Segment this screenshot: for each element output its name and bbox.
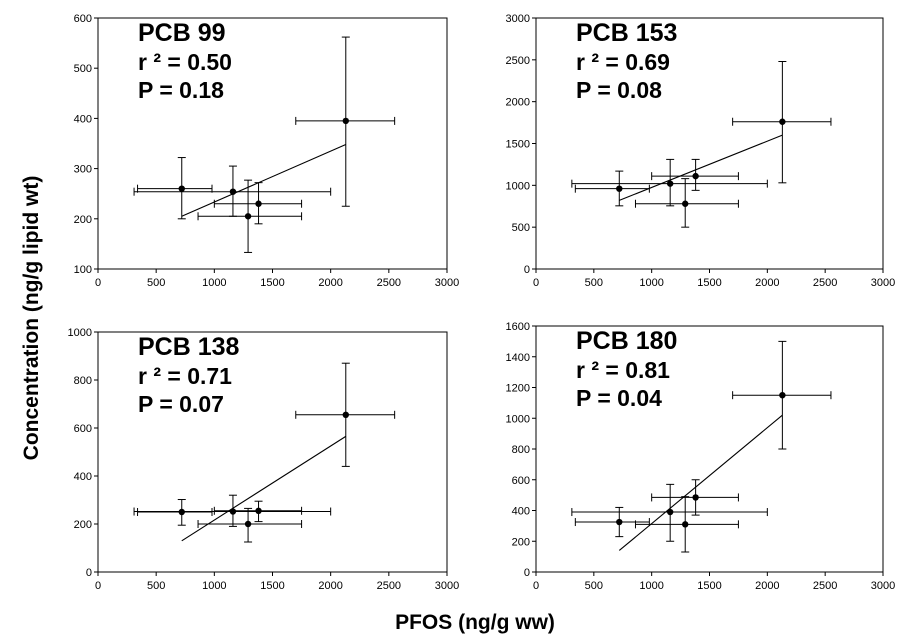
data-point	[229, 188, 237, 195]
y-tick-label: 1600	[506, 321, 530, 333]
x-tick-label: 1000	[202, 277, 226, 289]
panel-top-right: 0 500 1000 1500 2000 2500 3000 0 500 1000 1500 2000…	[506, 13, 896, 289]
r-squared-label: r ² = 0.69	[576, 49, 670, 75]
r-squared-label: r ² = 0.50	[138, 49, 232, 75]
x-tick-label: 2000	[318, 277, 342, 289]
panel-title: PCB 138	[138, 333, 240, 361]
data-point	[666, 508, 674, 516]
data-point	[244, 213, 252, 220]
x-tick-label: 3000	[435, 277, 459, 289]
x-tick-label: 0	[533, 580, 539, 592]
x-tick-label: 2000	[755, 580, 779, 592]
y-tick-label: 800	[512, 444, 530, 456]
x-tick-label: 500	[147, 277, 165, 289]
x-tick-label: 0	[95, 580, 101, 592]
p-value-label: P = 0.18	[138, 77, 224, 103]
data-point	[616, 518, 623, 526]
data-point	[779, 391, 786, 399]
x-tick-label: 1000	[202, 580, 226, 592]
data-point	[255, 200, 262, 207]
y-tick-label: 400	[512, 506, 530, 518]
data-point	[342, 411, 349, 418]
x-tick-label: 1500	[260, 277, 284, 289]
y-axis-label: Concentration (ng/g lipid wt)	[20, 176, 43, 461]
y-tick-label: 0	[86, 567, 92, 579]
x-tick-label: 500	[585, 580, 603, 592]
y-tick-label: 300	[74, 164, 92, 176]
regression-line	[618, 414, 783, 551]
panel-bottom-left: 0 500 1000 1500 2000 2500 3000 0 200 400 600 800 100…	[68, 327, 460, 592]
y-tick-label: 600	[512, 475, 530, 487]
x-tick-label: 2000	[318, 580, 342, 592]
y-tick-label: 1200	[506, 383, 530, 395]
y-tick-label: 2500	[506, 55, 530, 67]
data-point	[178, 185, 185, 192]
x-tick-label: 1500	[260, 580, 284, 592]
y-tick-label: 600	[74, 423, 92, 435]
panel-title: PCB 99	[138, 19, 226, 47]
data-point	[244, 520, 252, 528]
y-tick-label: 500	[512, 222, 530, 234]
x-tick-label: 3000	[435, 580, 459, 592]
y-tick-label: 1500	[506, 139, 530, 151]
p-value-label: P = 0.04	[576, 385, 662, 411]
y-tick-label: 100	[74, 264, 92, 276]
x-tick-label: 2500	[813, 580, 837, 592]
regression-line	[181, 144, 347, 217]
r-squared-label: r ² = 0.81	[576, 357, 670, 383]
x-tick-label: 0	[533, 277, 539, 289]
data-point	[616, 185, 623, 192]
x-axis-label: PFOS (ng/g ww)	[395, 611, 555, 634]
data-point	[692, 172, 699, 180]
x-tick-label: 2000	[755, 277, 779, 289]
x-tick-label: 2500	[377, 277, 401, 289]
y-tick-label: 200	[74, 519, 92, 531]
x-tick-label: 1000	[639, 277, 663, 289]
regression-line	[181, 435, 347, 542]
x-tick-label: 1500	[697, 580, 721, 592]
y-tick-label: 0	[524, 264, 530, 276]
data-point	[779, 118, 786, 125]
panel-title: PCB 180	[576, 327, 677, 355]
x-tick-label: 3000	[871, 580, 895, 592]
x-tick-label: 1500	[697, 277, 721, 289]
data-point	[682, 521, 689, 528]
y-tick-label: 200	[74, 214, 92, 226]
x-tick-label: 500	[585, 277, 603, 289]
y-tick-label: 1000	[506, 413, 530, 425]
y-tick-label: 2000	[506, 97, 530, 109]
y-tick-label: 400	[74, 113, 92, 125]
y-tick-label: 200	[512, 536, 530, 548]
x-tick-label: 500	[147, 580, 165, 592]
x-tick-label: 1000	[639, 580, 663, 592]
data-point	[692, 494, 699, 501]
data-point	[342, 117, 349, 125]
panel-top-left: 0 500 1000 1500 2000 2500 3000 100 200 300 400 500 6…	[74, 13, 460, 289]
panel-bottom-right: 0 500 1000 1500 2000 2500 3000 0 200 400 600 800 100…	[506, 321, 896, 592]
y-tick-label: 500	[74, 63, 92, 75]
data-point	[666, 180, 674, 187]
y-tick-label: 1400	[506, 352, 530, 364]
x-tick-label: 0	[95, 277, 101, 289]
p-value-label: P = 0.07	[138, 391, 224, 417]
y-tick-label: 600	[74, 13, 92, 25]
x-tick-label: 2500	[813, 277, 837, 289]
x-tick-label: 2500	[377, 580, 401, 592]
y-tick-label: 3000	[506, 13, 530, 25]
r-squared-label: r ² = 0.71	[138, 363, 232, 389]
x-tick-label: 3000	[871, 277, 895, 289]
panel-title: PCB 153	[576, 19, 677, 47]
data-point	[682, 200, 689, 207]
y-tick-label: 0	[524, 567, 530, 579]
data-point	[229, 508, 237, 515]
regression-line	[619, 134, 783, 201]
y-tick-label: 1000	[68, 327, 92, 339]
p-value-label: P = 0.08	[576, 77, 662, 103]
data-point	[255, 507, 262, 514]
y-tick-label: 1000	[506, 180, 530, 192]
y-tick-label: 800	[74, 375, 92, 387]
y-tick-label: 400	[74, 471, 92, 483]
